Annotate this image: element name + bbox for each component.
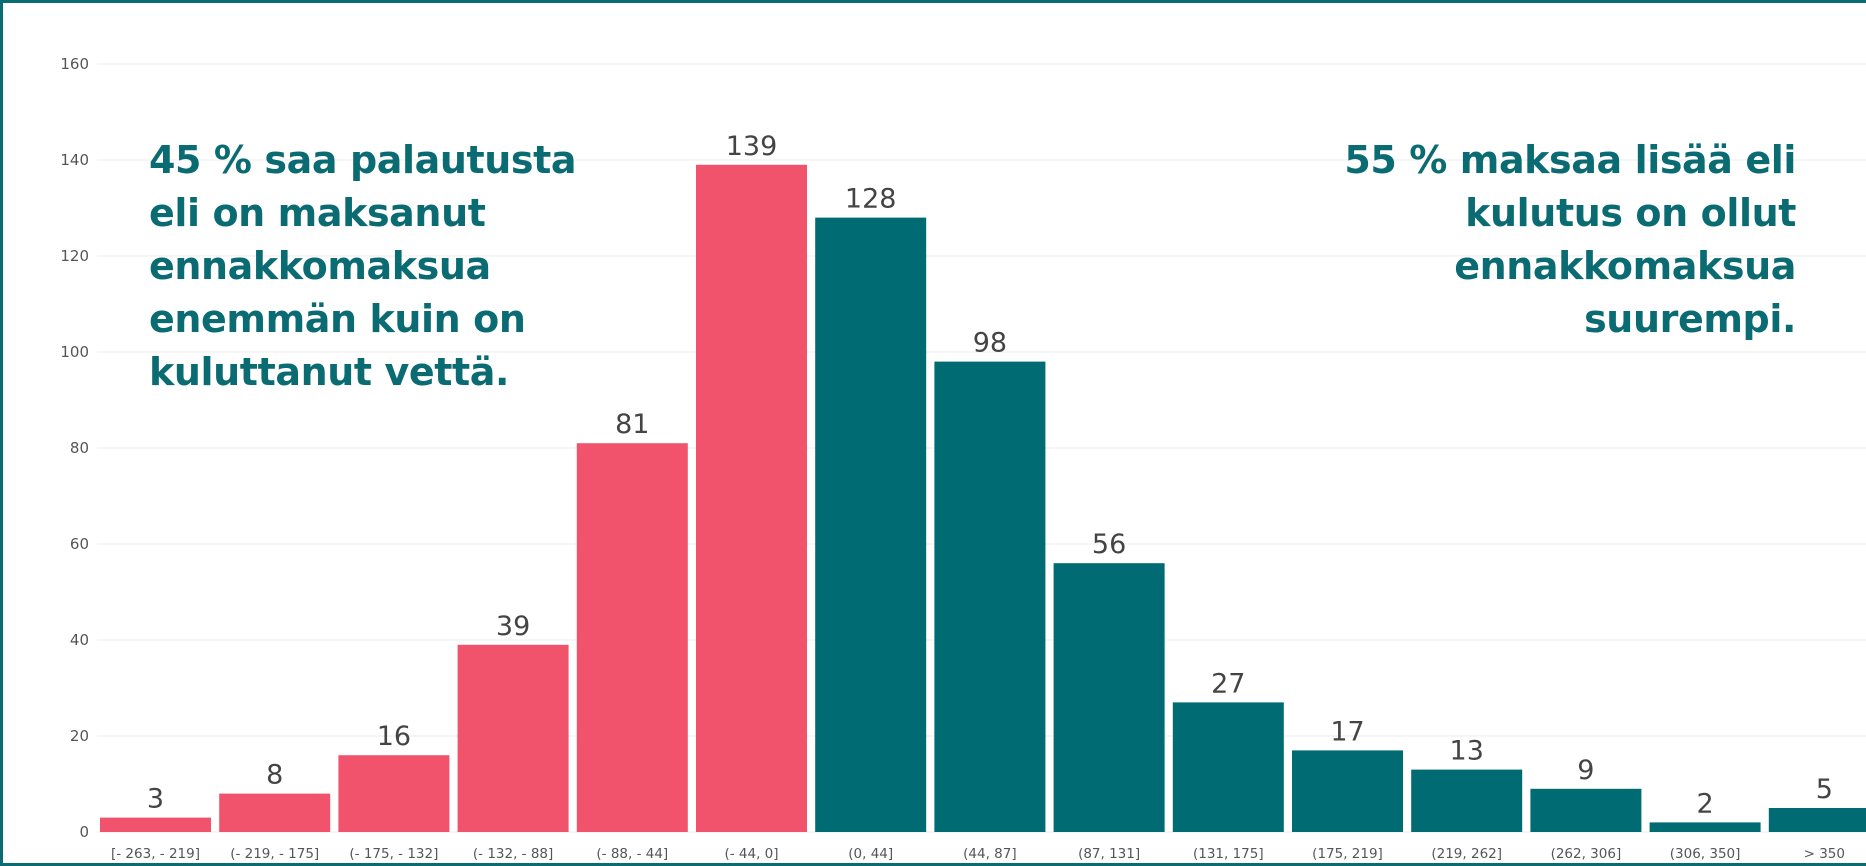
- y-tick-label: 40: [70, 631, 89, 649]
- x-tick-label: (- 219, - 175]: [230, 846, 319, 862]
- x-tick-label: (- 88, - 44]: [596, 846, 668, 862]
- data-label: 16: [377, 721, 411, 752]
- bar: [696, 164, 807, 833]
- y-tick-label: 0: [79, 823, 89, 841]
- y-tick-label: 60: [70, 535, 89, 553]
- x-tick-label: (131, 175]: [1193, 846, 1264, 862]
- data-label: 17: [1330, 716, 1364, 747]
- bar: [457, 644, 569, 832]
- x-tick-label: (0, 44]: [848, 846, 893, 862]
- data-label: 27: [1211, 668, 1245, 699]
- bars: [100, 164, 1866, 833]
- bar: [1411, 769, 1523, 832]
- data-label: 98: [973, 328, 1007, 359]
- data-label: 9: [1577, 755, 1594, 786]
- annotation-right-line: ennakkomaksua: [1454, 244, 1796, 288]
- bar: [934, 361, 1046, 832]
- annotation-right: 55 % maksaa lisää eli kulutus on ollut e…: [1344, 134, 1796, 346]
- annotation-right-line: kulutus on ollut: [1465, 191, 1796, 235]
- y-tick-label: 140: [60, 151, 89, 169]
- bar: [1768, 808, 1866, 832]
- x-tick-label: (87, 131]: [1078, 846, 1140, 862]
- x-tick-label: (- 175, - 132]: [349, 846, 438, 862]
- data-label: 2: [1697, 788, 1714, 819]
- y-axis: 0 20 40 60 80 100 120 140 160: [60, 55, 89, 841]
- y-tick-label: 80: [70, 439, 89, 457]
- bar: [1530, 788, 1642, 832]
- bar: [1172, 702, 1284, 832]
- annotation-left-line: 45 % saa palautusta: [149, 138, 577, 182]
- bar: [815, 217, 927, 833]
- data-label: 5: [1816, 774, 1833, 805]
- annotation-left: 45 % saa palautusta eli on maksanut enna…: [149, 134, 577, 399]
- data-label: 81: [615, 409, 649, 440]
- data-label: 13: [1450, 736, 1484, 767]
- bar: [1292, 750, 1403, 832]
- annotation-right-line: suurempi.: [1584, 297, 1796, 341]
- x-tick-label: (306, 350]: [1670, 846, 1741, 862]
- data-label: 8: [266, 760, 283, 791]
- x-tick-label: (- 44, 0]: [724, 846, 778, 862]
- x-tick-label: (- 132, - 88]: [473, 846, 553, 862]
- data-label: 139: [726, 131, 778, 162]
- x-tick-label: (219, 262]: [1431, 846, 1502, 862]
- x-tick-label: (44, 87]: [963, 846, 1016, 862]
- bar: [100, 817, 211, 832]
- data-label: 128: [845, 184, 897, 215]
- bar: [338, 755, 450, 832]
- x-tick-label: (262, 306]: [1551, 846, 1622, 862]
- annotation-left-line: eli on maksanut: [149, 191, 486, 235]
- x-tick-label: > 350: [1804, 846, 1845, 862]
- data-label: 39: [496, 611, 530, 642]
- y-tick-label: 120: [60, 247, 89, 265]
- data-label: 56: [1092, 529, 1126, 560]
- x-tick-label: (175, 219]: [1312, 846, 1383, 862]
- annotation-right-line: 55 % maksaa lisää eli: [1344, 138, 1796, 182]
- annotation-left-line: ennakkomaksua: [149, 244, 491, 288]
- y-tick-label: 100: [60, 343, 89, 361]
- x-tick-label: [- 263, - 219]: [111, 846, 200, 862]
- annotation-left-line: kuluttanut vettä.: [149, 350, 510, 394]
- bar: [576, 443, 688, 832]
- annotation-left-line: enemmän kuin on: [149, 297, 526, 341]
- bar: [219, 793, 331, 832]
- bar: [1053, 563, 1165, 832]
- y-tick-label: 20: [70, 727, 89, 745]
- data-label: 3: [147, 784, 164, 815]
- x-axis: [- 263, - 219] (- 219, - 175] (- 175, - 13…: [111, 846, 1845, 862]
- y-tick-label: 160: [60, 55, 89, 73]
- bar: [1649, 822, 1761, 832]
